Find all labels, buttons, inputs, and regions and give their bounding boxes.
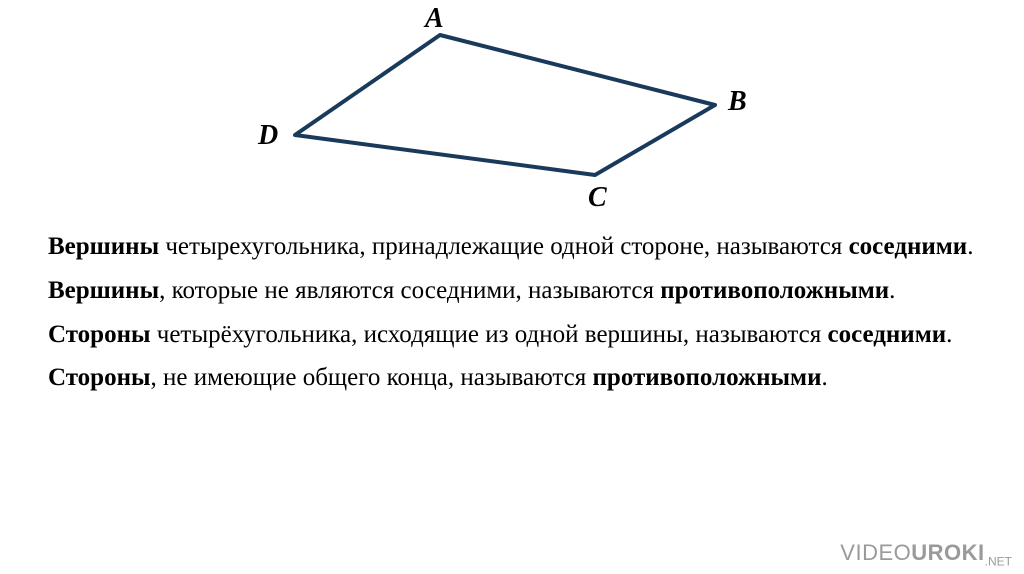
definition-adjacent-sides: Стороны четырёхугольника, исходящие из о… — [48, 318, 984, 352]
watermark-part1: VIDEO — [840, 540, 911, 565]
term: соседними — [827, 321, 946, 348]
vertex-label-b: B — [728, 86, 747, 118]
term: противоположными — [593, 364, 822, 391]
text: четырёхугольника, исходящие из одной вер… — [151, 321, 828, 348]
vertex-label-d: D — [258, 120, 278, 152]
vertex-label-a: A — [425, 3, 444, 35]
text: , которые не являются соседними, называю… — [159, 277, 660, 304]
watermark-part3: .NET — [985, 554, 1012, 568]
definitions-text: Вершины четырехугольника, принадлежащие … — [0, 230, 1024, 395]
watermark-part2: UROKI — [911, 540, 984, 565]
quadrilateral-svg — [0, 0, 1024, 230]
text: . — [821, 364, 827, 391]
text: . — [946, 321, 952, 348]
watermark: VIDEOUROKI.NET — [840, 540, 1012, 568]
text: , не имеющие общего конца, называются — [151, 364, 593, 391]
vertex-label-c: C — [588, 182, 607, 214]
definition-opposite-vertices: Вершины, которые не являются соседними, … — [48, 274, 984, 308]
quadrilateral-diagram: A B C D — [0, 0, 1024, 230]
term: противоположными — [660, 277, 889, 304]
text: . — [967, 233, 973, 260]
term: Стороны — [48, 321, 151, 348]
definition-opposite-sides: Стороны, не имеющие общего конца, называ… — [48, 361, 984, 395]
definition-adjacent-vertices: Вершины четырехугольника, принадлежащие … — [48, 230, 984, 264]
term: Стороны — [48, 364, 151, 391]
text: четырехугольника, принадлежащие одной ст… — [159, 233, 848, 260]
text: . — [889, 277, 895, 304]
term: Вершины — [48, 277, 159, 304]
term: соседними — [849, 233, 968, 260]
term: Вершины — [48, 233, 159, 260]
